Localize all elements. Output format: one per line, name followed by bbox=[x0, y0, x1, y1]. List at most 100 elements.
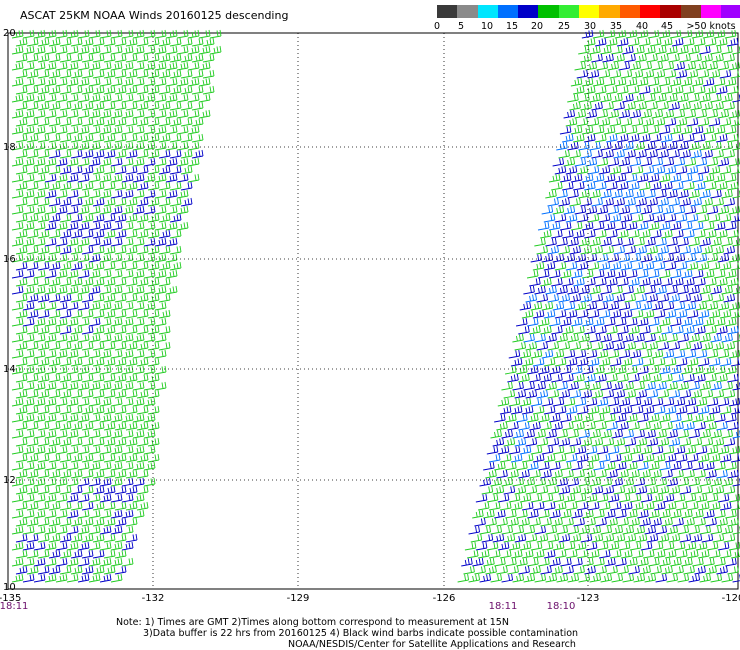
wind-barb bbox=[92, 117, 105, 127]
wind-barb bbox=[677, 189, 689, 199]
wind-barb bbox=[132, 413, 145, 423]
wind-barb bbox=[615, 461, 627, 471]
wind-barb bbox=[136, 69, 149, 79]
wind-barb bbox=[70, 421, 83, 431]
wind-barb bbox=[661, 325, 673, 335]
wind-barb bbox=[33, 397, 46, 407]
wind-barb bbox=[176, 141, 189, 151]
wind-barb bbox=[567, 333, 579, 343]
wind-barb bbox=[591, 53, 603, 63]
wind-barb bbox=[715, 37, 728, 47]
wind-barb bbox=[88, 365, 101, 375]
wind-barb bbox=[705, 181, 717, 191]
wind-barb bbox=[584, 517, 596, 527]
wind-barb bbox=[136, 469, 149, 479]
wind-barb bbox=[154, 189, 167, 199]
wind-barb bbox=[730, 454, 740, 463]
wind-barb bbox=[180, 197, 193, 207]
wind-barb bbox=[70, 565, 83, 575]
wind-barb bbox=[666, 429, 678, 439]
wind-barb bbox=[514, 341, 527, 351]
wind-barb bbox=[723, 101, 735, 111]
wind-barb bbox=[580, 149, 592, 159]
wind-barb bbox=[503, 389, 516, 399]
wind-barb bbox=[668, 389, 681, 399]
wind-barb bbox=[187, 141, 200, 151]
wind-barb bbox=[716, 229, 728, 239]
wind-barb bbox=[716, 133, 728, 143]
wind-barb bbox=[88, 573, 101, 583]
wind-barb bbox=[88, 77, 101, 87]
wind-barb bbox=[125, 389, 138, 399]
wind-barb bbox=[625, 317, 638, 327]
wind-barb bbox=[11, 397, 24, 407]
wind-barb bbox=[657, 149, 669, 159]
wind-barb bbox=[614, 173, 627, 183]
wind-barb bbox=[77, 461, 90, 471]
wind-barb bbox=[125, 101, 138, 111]
wind-barb bbox=[488, 453, 501, 463]
wind-barb bbox=[609, 309, 622, 319]
wind-barb bbox=[636, 221, 649, 231]
wind-barb bbox=[624, 53, 636, 63]
wind-barb bbox=[143, 349, 156, 359]
wind-barb bbox=[543, 309, 556, 319]
wind-barb bbox=[717, 109, 730, 119]
wind-barb bbox=[588, 549, 600, 559]
wind-barb bbox=[70, 309, 83, 319]
wind-barb bbox=[640, 397, 653, 407]
wind-barb bbox=[670, 461, 682, 471]
wind-barb bbox=[77, 189, 90, 199]
wind-barb bbox=[158, 261, 171, 271]
wind-barb bbox=[88, 397, 101, 407]
wind-barb bbox=[591, 197, 603, 207]
wind-barb bbox=[670, 557, 682, 567]
wind-barb bbox=[708, 165, 721, 175]
wind-barb bbox=[88, 253, 101, 263]
wind-barb bbox=[650, 181, 662, 191]
wind-barb bbox=[11, 477, 24, 487]
wind-barb bbox=[551, 517, 563, 527]
wind-barb bbox=[727, 469, 739, 479]
wind-barb bbox=[70, 245, 83, 255]
wind-barb bbox=[593, 509, 605, 519]
wind-barb bbox=[595, 181, 607, 191]
wind-barb bbox=[635, 389, 648, 399]
wind-barb bbox=[594, 37, 607, 47]
wind-barb bbox=[525, 341, 538, 351]
wind-barb bbox=[66, 173, 79, 183]
wind-barb bbox=[644, 477, 656, 487]
wind-barb bbox=[672, 373, 684, 383]
wind-barb bbox=[15, 229, 28, 239]
wind-barb bbox=[721, 333, 733, 343]
wind-barb bbox=[81, 37, 94, 47]
wind-barb bbox=[589, 189, 601, 199]
wind-barb bbox=[132, 477, 145, 487]
wind-barb bbox=[88, 445, 101, 455]
wind-barb bbox=[147, 437, 160, 447]
wind-barb bbox=[515, 317, 528, 327]
wind-barb bbox=[22, 125, 35, 135]
wind-barb bbox=[66, 477, 79, 487]
wind-barb bbox=[479, 525, 492, 535]
wind-barb bbox=[486, 445, 499, 455]
wind-barb bbox=[727, 421, 739, 431]
wind-barb bbox=[613, 533, 626, 543]
wind-barb bbox=[642, 405, 655, 415]
wind-barb bbox=[132, 157, 145, 167]
wind-barb bbox=[483, 557, 495, 567]
wind-barb bbox=[690, 245, 702, 255]
wind-barb bbox=[143, 237, 156, 247]
wind-barb bbox=[114, 309, 127, 319]
wind-barb bbox=[650, 517, 662, 527]
wind-barb bbox=[725, 461, 737, 471]
wind-barb bbox=[569, 341, 582, 351]
wind-barb bbox=[661, 373, 673, 383]
pass-time-label: 18:11 bbox=[0, 601, 28, 612]
wind-barb bbox=[37, 325, 50, 335]
wind-barb bbox=[103, 341, 116, 351]
wind-barb bbox=[555, 549, 567, 559]
wind-barb bbox=[712, 197, 724, 207]
wind-barb bbox=[15, 197, 28, 207]
wind-barb bbox=[644, 573, 657, 583]
